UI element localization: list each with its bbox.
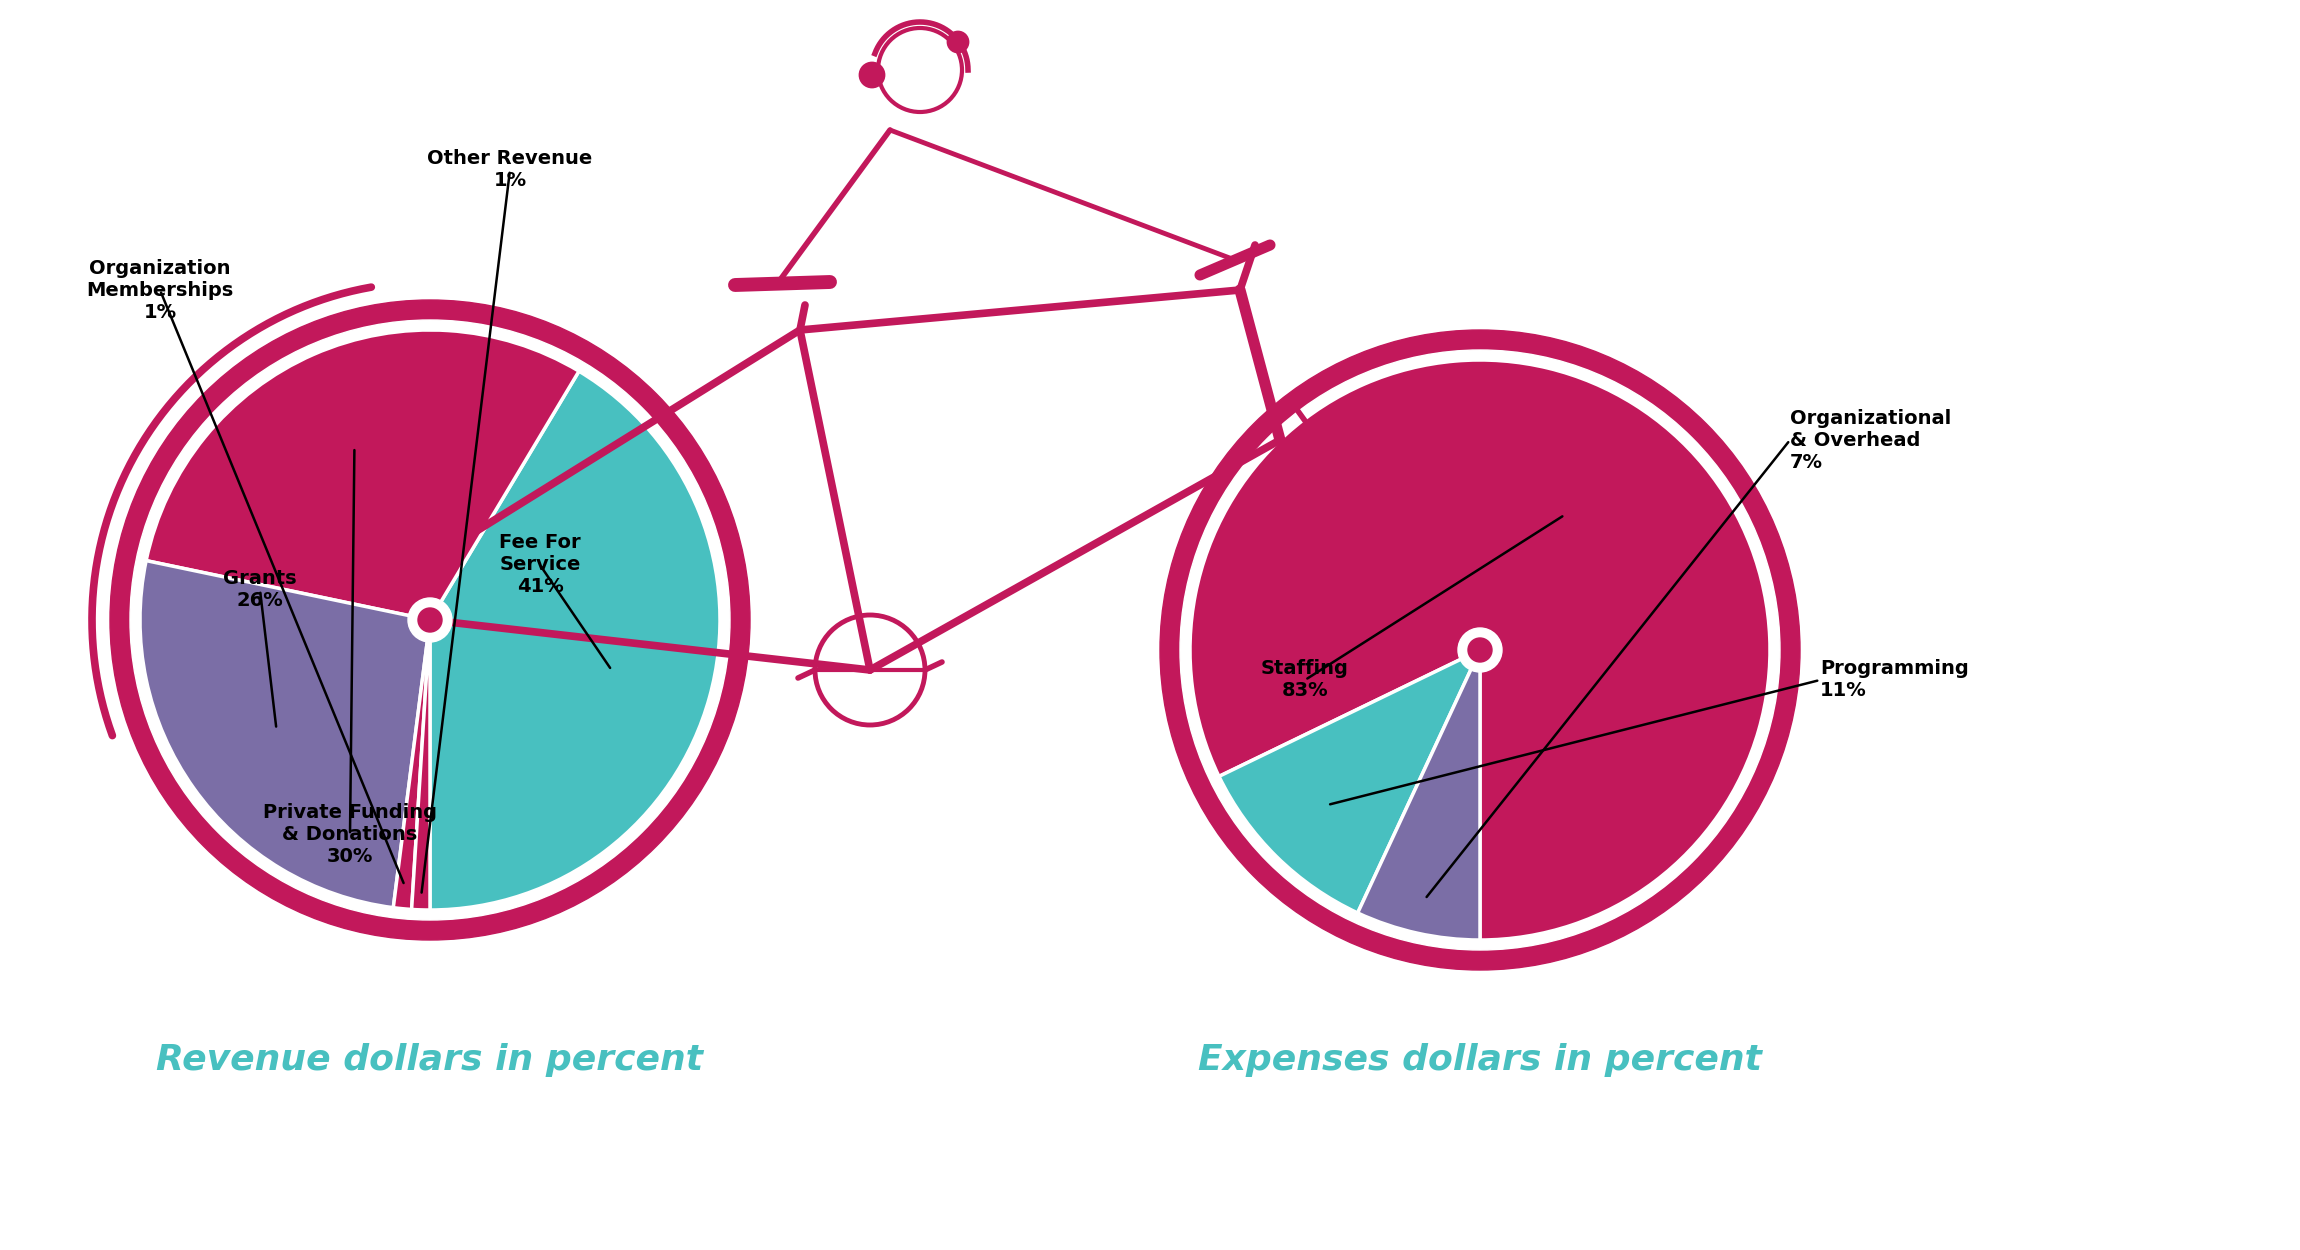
Circle shape — [110, 300, 750, 940]
Circle shape — [1458, 628, 1502, 672]
Circle shape — [419, 608, 442, 632]
Text: Organization
Memberships
1%: Organization Memberships 1% — [87, 259, 235, 321]
Circle shape — [1159, 330, 1801, 970]
Wedge shape — [1219, 650, 1479, 912]
Wedge shape — [430, 371, 720, 910]
Text: Revenue dollars in percent: Revenue dollars in percent — [156, 1042, 704, 1078]
Circle shape — [407, 598, 453, 642]
Wedge shape — [412, 620, 430, 910]
Text: Grants
26%: Grants 26% — [223, 570, 297, 610]
Circle shape — [1467, 638, 1493, 662]
Circle shape — [860, 62, 883, 88]
Circle shape — [1180, 350, 1780, 950]
Text: Expenses dollars in percent: Expenses dollars in percent — [1198, 1042, 1762, 1078]
Text: Fee For
Service
41%: Fee For Service 41% — [499, 534, 582, 596]
Text: Private Funding
& Donations
30%: Private Funding & Donations 30% — [262, 804, 437, 866]
Wedge shape — [1357, 650, 1479, 940]
Wedge shape — [1189, 360, 1771, 940]
Wedge shape — [140, 560, 430, 908]
Text: Other Revenue
1%: Other Revenue 1% — [428, 150, 593, 190]
Text: Organizational
& Overhead
7%: Organizational & Overhead 7% — [1789, 409, 1950, 471]
Circle shape — [131, 320, 729, 920]
Wedge shape — [147, 330, 580, 620]
Wedge shape — [393, 620, 430, 910]
Text: Staffing
83%: Staffing 83% — [1260, 660, 1348, 700]
Text: Programming
11%: Programming 11% — [1819, 660, 1969, 700]
Circle shape — [948, 32, 968, 52]
